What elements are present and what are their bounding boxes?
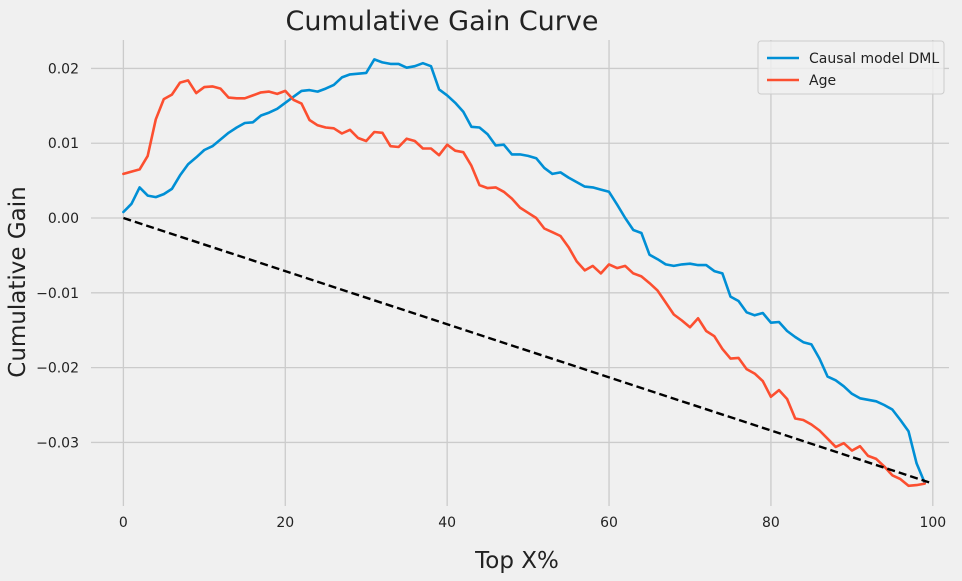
x-tick-label: 60 [600,515,618,531]
grid [91,40,949,506]
y-tick-label: −0.02 [36,361,79,377]
baseline-dashed-line [123,216,934,485]
legend-box [757,40,945,95]
y-tick-label: 0.01 [48,136,79,152]
x-tick-label: 40 [438,515,456,531]
y-axis-label: Cumulative Gain [5,186,31,377]
y-tick-label: 0.02 [48,61,79,77]
legend-label-age: Age [809,73,836,89]
x-axis-label: Top X% [474,548,559,574]
x-tick-label: 100 [919,515,946,531]
legend: Causal model DML Age [757,40,945,95]
x-tick-label: 80 [762,515,780,531]
series-lines [122,58,934,488]
y-tick-labels: −0.03 −0.02 −0.01 0.00 0.01 0.02 [36,61,79,451]
x-tick-labels: 0 20 40 60 80 100 [119,515,946,531]
y-tick-label: −0.03 [36,435,79,451]
causal-model-dml-line [122,58,927,485]
chart-title: Cumulative Gain Curve [285,6,598,37]
x-tick-label: 20 [276,515,294,531]
y-tick-label: −0.01 [36,286,79,302]
legend-label-causal-model: Causal model DML [809,51,939,67]
y-tick-label: 0.00 [48,211,79,227]
age-line [122,79,927,488]
x-tick-label: 0 [119,515,128,531]
